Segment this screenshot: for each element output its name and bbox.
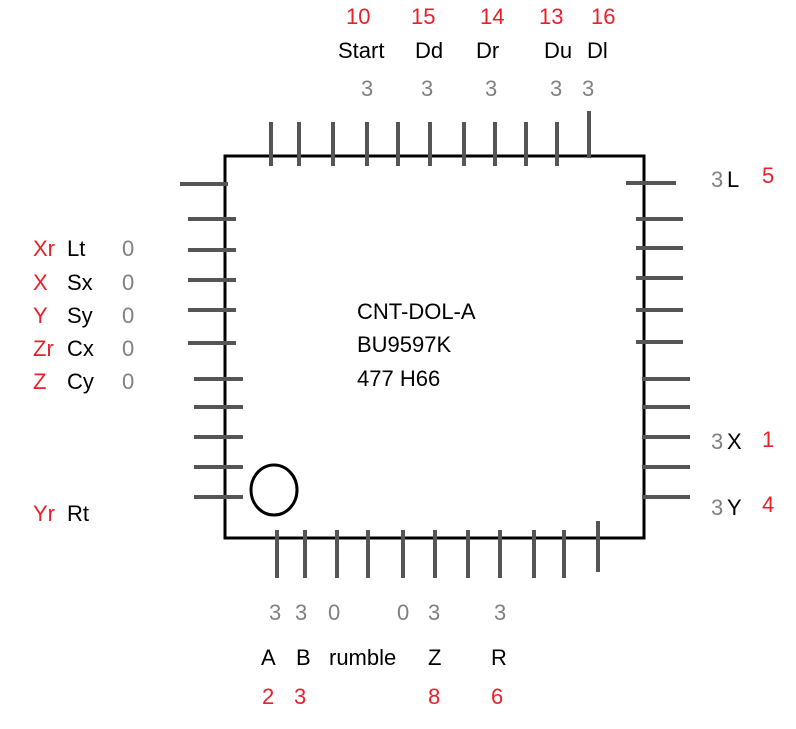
bottom-value-4: 0	[397, 600, 409, 625]
right-value-l: 3	[711, 167, 723, 192]
left-name-cy: Cy	[67, 369, 94, 394]
right-name-l: L	[727, 167, 739, 192]
left-value-cy: 0	[122, 369, 134, 394]
top-name-dr: Dr	[476, 38, 499, 63]
left-code-zr: Zr	[33, 336, 54, 361]
chip-marking-line-2: BU9597K	[357, 332, 452, 357]
right-name-x: X	[727, 429, 742, 454]
bottom-name-rumble: rumble	[329, 645, 396, 670]
bottom-number-r: 6	[491, 684, 503, 709]
left-code-xr: Xr	[33, 236, 55, 261]
left-value-cx: 0	[122, 336, 134, 361]
bottom-name-r: R	[491, 645, 507, 670]
top-number-du: 13	[539, 4, 563, 29]
top-number-dd: 15	[411, 4, 435, 29]
chip-marking-line-1: CNT-DOL-A	[357, 299, 476, 324]
bottom-number-z: 8	[428, 684, 440, 709]
left-name-lt: Lt	[67, 236, 85, 261]
top-name-start: Start	[338, 38, 384, 63]
pin1-marker	[249, 463, 299, 517]
bottom-number-b: 3	[294, 684, 306, 709]
right-name-y: Y	[727, 495, 742, 520]
bottom-value-2: 3	[295, 600, 307, 625]
pins-left	[180, 182, 243, 499]
bottom-value-3: 0	[328, 600, 340, 625]
bottom-name-b: B	[296, 645, 311, 670]
chip-marking-line-3: 477 H66	[357, 366, 440, 391]
bottom-value-1: 3	[269, 600, 281, 625]
right-value-x: 3	[711, 429, 723, 454]
top-number-dr: 14	[480, 4, 504, 29]
left-name-sx: Sx	[67, 270, 93, 295]
right-number-x: 1	[762, 427, 774, 452]
left-code-z: Z	[33, 369, 46, 394]
top-value-du: 3	[550, 76, 562, 101]
pins-right	[626, 181, 690, 499]
bottom-name-z: Z	[428, 645, 441, 670]
bottom-value-5: 3	[428, 600, 440, 625]
bottom-name-a: A	[261, 645, 276, 670]
right-number-y: 4	[762, 492, 774, 517]
top-number-start: 10	[346, 4, 370, 29]
top-number-dl: 16	[591, 4, 615, 29]
left-code-x: X	[33, 270, 48, 295]
top-name-du: Du	[544, 38, 572, 63]
left-code-y: Y	[33, 303, 48, 328]
pins-bottom	[275, 521, 600, 578]
right-number-l: 5	[762, 163, 774, 188]
bottom-value-6: 3	[494, 600, 506, 625]
left-code-yr: Yr	[33, 501, 55, 526]
left-value-sx: 0	[122, 270, 134, 295]
left-value-lt: 0	[122, 236, 134, 261]
top-name-dl: Dl	[587, 38, 608, 63]
top-value-dr: 3	[485, 76, 497, 101]
bottom-number-a: 2	[262, 684, 274, 709]
left-name-rt: Rt	[67, 501, 89, 526]
pins-top	[269, 111, 591, 166]
right-value-y: 3	[711, 495, 723, 520]
left-name-sy: Sy	[67, 303, 93, 328]
top-name-dd: Dd	[415, 38, 443, 63]
top-value-start: 3	[361, 76, 373, 101]
left-name-cx: Cx	[67, 336, 94, 361]
top-value-dd: 3	[421, 76, 433, 101]
top-value-dl: 3	[582, 76, 594, 101]
left-value-sy: 0	[122, 303, 134, 328]
